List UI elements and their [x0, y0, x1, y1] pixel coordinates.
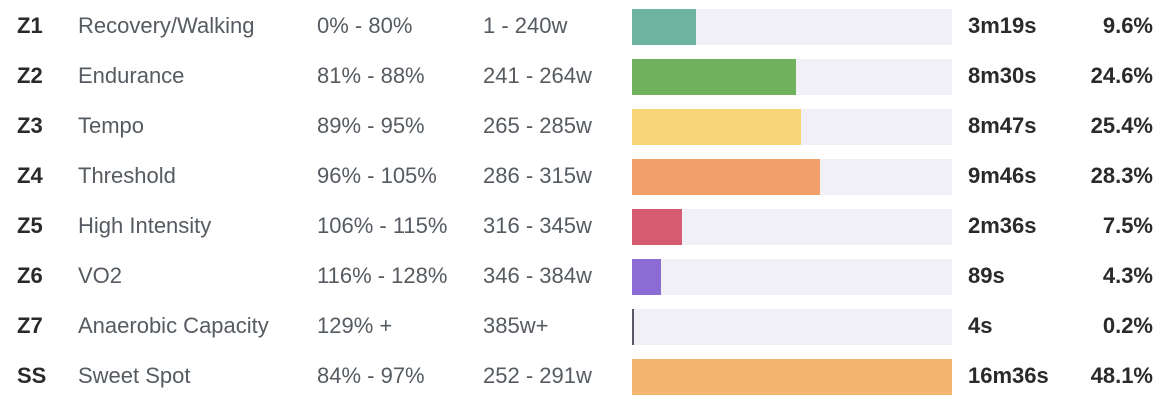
zone-code: Z7 [17, 313, 43, 338]
zone-name: VO2 [78, 263, 123, 288]
zone-ftp-percent-range: 81% - 88% [317, 63, 425, 88]
zone-bar-fill [632, 359, 952, 395]
zone-percent-share: 28.3% [1090, 163, 1153, 188]
zone-percent-share: 24.6% [1090, 63, 1153, 88]
zone-time: 3m19s [968, 13, 1037, 38]
zone-bar-fill [632, 259, 661, 295]
zone-watt-range: 265 - 285w [483, 113, 592, 138]
zone-bar-track [632, 259, 952, 295]
zone-ftp-percent-range: 89% - 95% [317, 113, 425, 138]
zone-code: Z3 [17, 113, 43, 138]
zone-percent-share: 4.3% [1102, 263, 1153, 288]
zone-code: Z4 [17, 163, 43, 188]
zone-row: Z7 Anaerobic Capacity 129% + 385w+ 4s 0.2% [0, 301, 1166, 351]
zone-ftp-percent-range: 106% - 115% [317, 213, 448, 238]
zone-bar-fill [632, 109, 801, 145]
zone-row: SS Sweet Spot 84% - 97% 252 - 291w 16m36s 48.… [0, 351, 1166, 401]
zone-watt-range: 286 - 315w [483, 163, 592, 188]
zone-ftp-percent-range: 0% - 80% [317, 13, 413, 38]
zone-name: Endurance [78, 63, 185, 88]
zone-percent-share: 9.6% [1102, 13, 1153, 38]
zone-bar-track [632, 359, 952, 395]
zone-watt-range: 241 - 264w [483, 63, 592, 88]
zone-percent-share: 0.2% [1102, 313, 1153, 338]
zone-watt-range: 316 - 345w [483, 213, 592, 238]
zone-bar-fill [632, 59, 796, 95]
zone-bar-track [632, 109, 952, 145]
zone-watt-range: 252 - 291w [483, 363, 592, 388]
zone-code: Z6 [17, 263, 43, 288]
zone-percent-share: 48.1% [1090, 363, 1153, 388]
zone-bar-track [632, 159, 952, 195]
zone-row: Z3 Tempo 89% - 95% 265 - 285w 8m47s 25.4% [0, 101, 1166, 151]
zone-time: 16m36s [968, 363, 1049, 388]
zone-watt-range: 346 - 384w [483, 263, 592, 288]
zone-watt-range: 385w+ [483, 313, 549, 338]
zone-ftp-percent-range: 84% - 97% [317, 363, 425, 388]
zone-watt-range: 1 - 240w [483, 13, 568, 38]
zone-code: Z1 [17, 13, 43, 38]
zone-row: Z5 High Intensity 106% - 115% 316 - 345w 2m3… [0, 201, 1166, 251]
zone-time: 89s [968, 263, 1005, 288]
zone-bar-fill [632, 159, 820, 195]
zone-time: 2m36s [968, 213, 1037, 238]
zone-ftp-percent-range: 129% + [317, 313, 393, 338]
zone-percent-share: 25.4% [1090, 113, 1153, 138]
zone-time: 8m30s [968, 63, 1037, 88]
zone-row: Z6 VO2 116% - 128% 346 - 384w 89s 4.3% [0, 251, 1166, 301]
zone-name: Sweet Spot [78, 363, 191, 388]
zone-bar-fill [632, 9, 696, 45]
zone-row: Z2 Endurance 81% - 88% 241 - 264w 8m30s 24.6% [0, 51, 1166, 101]
zone-ftp-percent-range: 116% - 128% [317, 263, 448, 288]
zone-time: 9m46s [968, 163, 1037, 188]
zone-bar-track [632, 9, 952, 45]
zone-bar-fill [632, 309, 634, 345]
zone-ftp-percent-range: 96% - 105% [317, 163, 437, 188]
zone-name: Recovery/Walking [78, 13, 255, 38]
zone-row: Z4 Threshold 96% - 105% 286 - 315w 9m46s 28.3… [0, 151, 1166, 201]
zone-percent-share: 7.5% [1102, 213, 1153, 238]
zone-name: Anaerobic Capacity [78, 313, 269, 338]
zone-name: Threshold [78, 163, 176, 188]
zone-code: Z5 [17, 213, 43, 238]
zone-bar-track [632, 209, 952, 245]
zone-name: High Intensity [78, 213, 212, 238]
zone-code: Z2 [17, 63, 43, 88]
zone-code: SS [17, 363, 47, 388]
zone-bar-track [632, 59, 952, 95]
zone-name: Tempo [78, 113, 145, 138]
zone-row: Z1 Recovery/Walking 0% - 80% 1 - 240w 3m19s 9… [0, 1, 1166, 51]
zone-bar-track [632, 309, 952, 345]
zone-time: 8m47s [968, 113, 1037, 138]
zone-time: 4s [968, 313, 993, 338]
zone-bar-fill [632, 209, 682, 245]
